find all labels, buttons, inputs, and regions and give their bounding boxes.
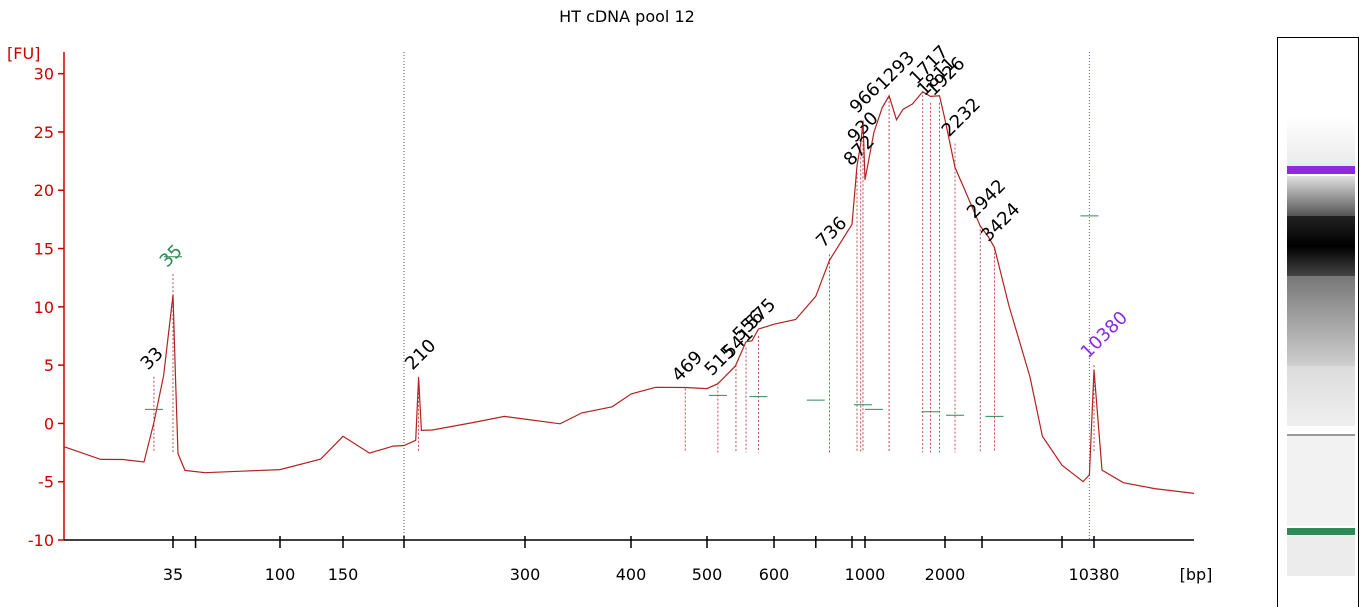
peak-label: 210	[401, 335, 440, 374]
gel-band	[1287, 276, 1355, 366]
gel-band	[1287, 116, 1355, 166]
y-tick-label: 20	[34, 181, 54, 200]
gel-band	[1287, 366, 1355, 426]
peak-label: 33	[137, 343, 168, 374]
y-tick-label: -5	[38, 473, 54, 492]
x-tick-label: 600	[759, 565, 790, 584]
peak-label: 10380	[1077, 307, 1132, 362]
gel-band	[1287, 216, 1355, 276]
gel-band	[1287, 434, 1355, 436]
gel-band	[1287, 436, 1355, 526]
plot-area: -10 -5 0 5 10 15 20 25 30 35 100 150 300 400 500 600 100…	[28, 41, 1195, 584]
x-tick-label: 400	[616, 565, 647, 584]
gel-band	[1287, 176, 1355, 216]
gel-band	[1287, 536, 1355, 576]
gel-band	[1287, 166, 1355, 174]
x-axis-label: [bp]	[1180, 565, 1213, 584]
y-tick-label: 5	[44, 356, 54, 375]
y-tick-label: 30	[34, 65, 54, 84]
gel-image-panel	[1277, 37, 1359, 607]
x-tick-label: 2000	[925, 565, 966, 584]
x-tick-label: 150	[328, 565, 359, 584]
y-tick-label: 10	[34, 298, 54, 317]
x-tick-label: 35	[163, 565, 183, 584]
y-axis-label: [FU]	[7, 44, 40, 63]
chart-title: HT cDNA pool 12	[559, 7, 695, 26]
x-tick-label: 1000	[845, 565, 886, 584]
trace-line	[63, 91, 1195, 494]
x-tick-label: 500	[692, 565, 723, 584]
x-tick-label: 300	[510, 565, 541, 584]
y-tick-label: 0	[44, 414, 54, 433]
y-tick-label: 15	[34, 240, 54, 259]
gel-lane	[1287, 116, 1355, 576]
x-tick-label: 100	[265, 565, 296, 584]
x-tick-label: 10380	[1069, 565, 1120, 584]
y-tick-label: -10	[28, 531, 54, 550]
y-tick-label: 25	[34, 123, 54, 142]
peak-label: 736	[812, 213, 851, 252]
gel-band	[1287, 528, 1355, 535]
